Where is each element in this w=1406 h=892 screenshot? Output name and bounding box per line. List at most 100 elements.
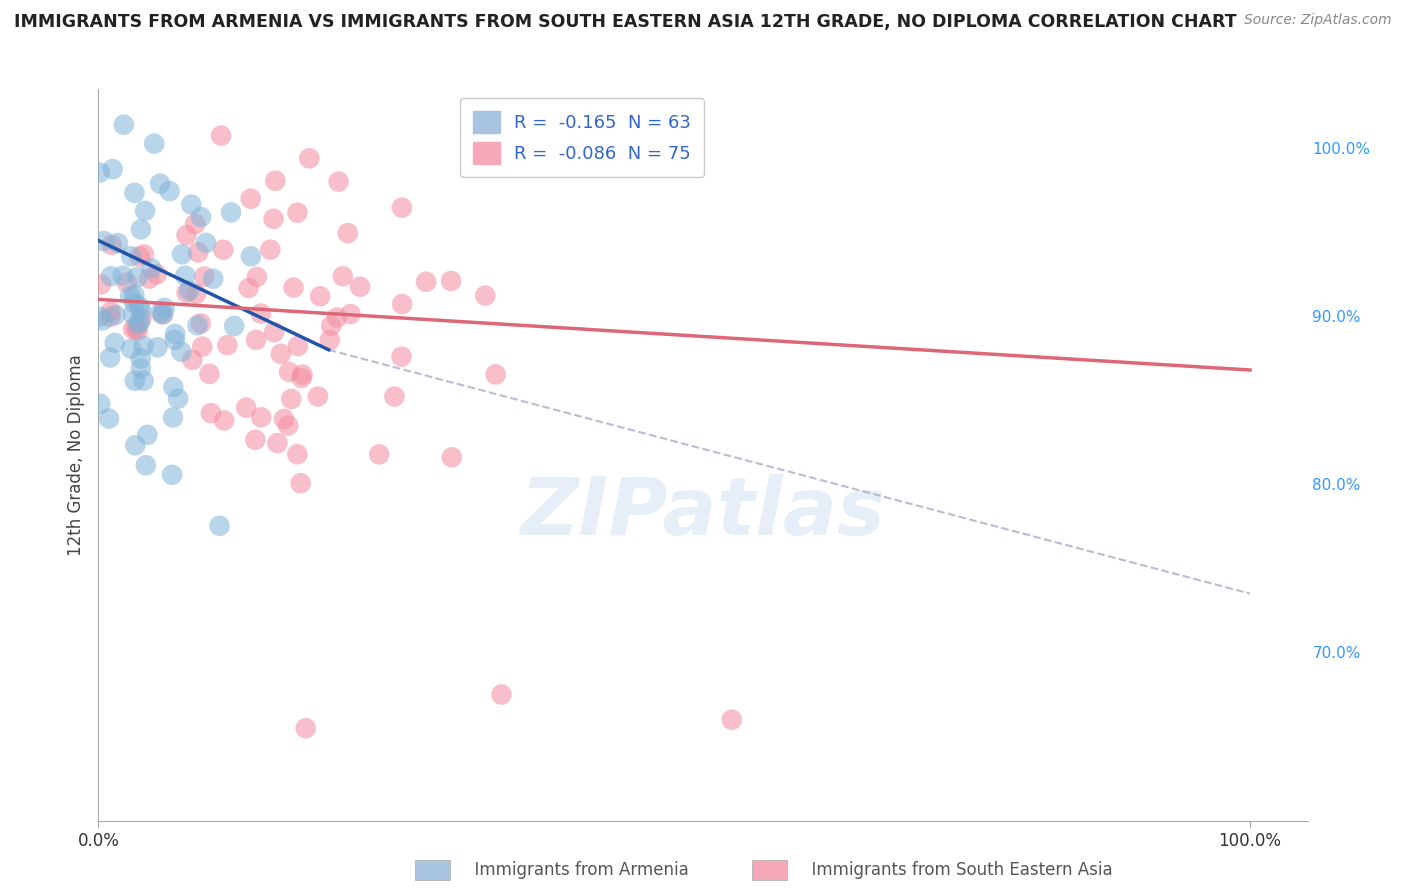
Point [100,304,122,318]
Point [120,342,142,356]
Point [174,268,197,283]
Point [145,268,167,282]
Point [159,184,181,198]
Point [250,410,273,425]
Point [153,301,176,315]
Point [89,310,111,324]
Point [112,118,135,132]
Text: IMMIGRANTS FROM ARMENIA VS IMMIGRANTS FROM SOUTH EASTERN ASIA 12TH GRADE, NO DIP: IMMIGRANTS FROM ARMENIA VS IMMIGRANTS FR… [14,13,1237,31]
Point [100,238,122,252]
Point [212,243,235,257]
Point [219,205,242,219]
Point [146,340,169,354]
Point [91,313,114,327]
Point [181,352,204,367]
Point [212,413,235,427]
Point [170,344,193,359]
Point [328,175,350,189]
Point [309,289,332,303]
Point [440,274,463,288]
Point [263,211,285,226]
Point [474,288,496,302]
Point [224,318,246,333]
Point [187,245,209,260]
Point [245,333,267,347]
Point [89,165,111,179]
Point [136,428,159,442]
Point [245,433,267,447]
Point [184,287,207,301]
Point [217,338,239,352]
Point [98,351,121,365]
Point [128,300,150,314]
Point [287,339,309,353]
Point [129,314,152,328]
Point [129,303,152,318]
Y-axis label: 12th Grade, No Diploma: 12th Grade, No Diploma [66,354,84,556]
Point [152,308,174,322]
Legend: R =  -0.165  N = 63, R =  -0.086  N = 75: R = -0.165 N = 63, R = -0.086 N = 75 [460,98,704,177]
Point [193,269,215,284]
Point [307,390,329,404]
Point [368,447,391,461]
Point [200,406,222,420]
Point [98,310,121,324]
Text: Source: ZipAtlas.com: Source: ZipAtlas.com [1244,13,1392,28]
Point [190,316,212,330]
Point [415,275,437,289]
Point [270,347,292,361]
Point [125,321,148,335]
Point [132,374,155,388]
Point [266,436,288,450]
Point [263,325,285,339]
Point [440,450,463,465]
Point [294,721,316,735]
Point [135,458,157,473]
Point [184,217,207,231]
Point [298,151,321,165]
Point [165,326,187,341]
Point [391,350,413,364]
Point [287,205,309,219]
Point [120,289,142,303]
Point [127,270,149,285]
Point [246,269,269,284]
Point [321,318,343,333]
Text: Immigrants from Armenia: Immigrants from Armenia [464,861,689,879]
Point [89,397,111,411]
Point [101,162,124,177]
Point [131,311,153,326]
Point [162,380,184,394]
Point [291,368,314,382]
Point [235,401,257,415]
Point [179,284,201,298]
Point [167,392,190,406]
Point [280,392,302,406]
Point [124,374,146,388]
Point [485,368,508,382]
Point [209,128,232,143]
Point [332,269,354,284]
Point [273,412,295,426]
Point [195,235,218,250]
Point [391,201,413,215]
Point [720,713,742,727]
Point [93,234,115,248]
Point [190,210,212,224]
Text: ZIPatlas: ZIPatlas [520,475,886,552]
Point [176,228,198,243]
Point [128,250,150,264]
Point [152,307,174,321]
Point [391,297,413,311]
Point [198,367,221,381]
Point [202,272,225,286]
Point [491,688,513,702]
Point [127,318,149,332]
Point [239,192,262,206]
Point [290,371,312,385]
Point [107,235,129,250]
Point [264,174,287,188]
Point [100,269,122,284]
Point [162,410,184,425]
Point [122,295,145,310]
